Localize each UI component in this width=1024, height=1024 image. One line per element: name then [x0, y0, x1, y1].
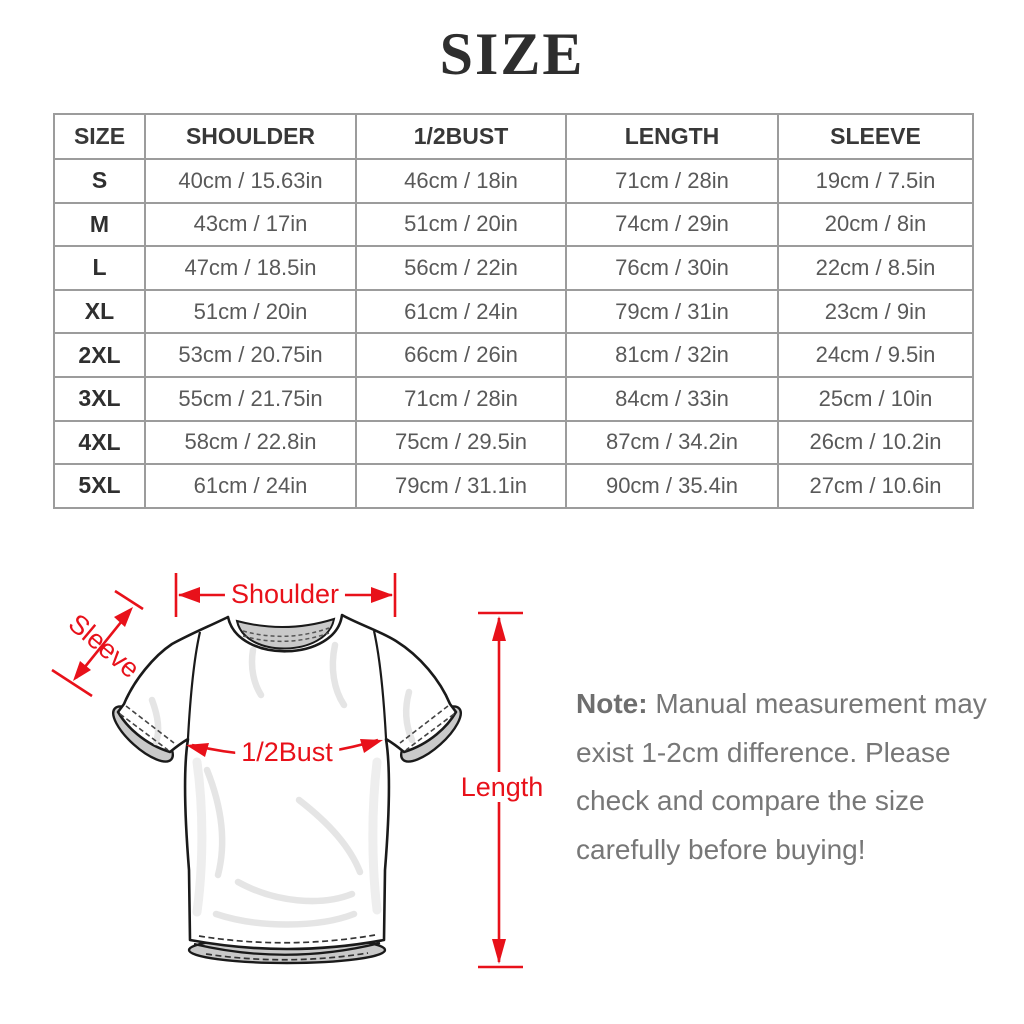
- size-cell: M: [53, 201, 146, 248]
- col-header-bust: 1/2BUST: [355, 113, 567, 160]
- table-row: 4XL 58cm / 22.8in 75cm / 29.5in 87cm / 34.2…: [53, 419, 974, 466]
- size-table: SIZE SHOULDER 1/2BUST LENGTH SLEEVE S 40c…: [53, 113, 974, 509]
- header-row: SIZE SHOULDER 1/2BUST LENGTH SLEEVE: [53, 113, 974, 160]
- size-table-header: SIZE SHOULDER 1/2BUST LENGTH SLEEVE: [53, 113, 974, 160]
- col-header-sleeve: SLEEVE: [777, 113, 974, 160]
- table-row: 5XL 61cm / 24in 79cm / 31.1in 90cm / 35.4in…: [53, 463, 974, 509]
- table-row: S 40cm / 15.63in 46cm / 18in 71cm / 28in 19c…: [53, 158, 974, 204]
- bust-arrow-label: 1/2Bust: [235, 737, 339, 767]
- measurement-cell: 58cm / 22.8in: [144, 419, 357, 466]
- size-cell: 4XL: [53, 419, 146, 466]
- size-cell: 2XL: [53, 332, 146, 378]
- measurement-cell: 56cm / 22in: [355, 245, 567, 291]
- measurement-cell: 84cm / 33in: [565, 375, 779, 422]
- page-title: SIZE: [439, 21, 585, 87]
- measurement-arrows: [51, 573, 523, 969]
- measurement-cell: 61cm / 24in: [355, 288, 567, 335]
- measurement-cell: 25cm / 10in: [777, 375, 974, 422]
- sleeve-arrow-label: Sleeve: [62, 607, 146, 685]
- measurement-cell: 46cm / 18in: [355, 158, 567, 204]
- measurement-cell: 74cm / 29in: [565, 201, 779, 248]
- table-row: 2XL 53cm / 20.75in 66cm / 26in 81cm / 32in 2…: [53, 332, 974, 378]
- tshirt-illustration: [112, 613, 462, 965]
- measurement-cell: 90cm / 35.4in: [565, 463, 779, 509]
- measurement-cell: 53cm / 20.75in: [144, 332, 357, 378]
- length-arrow-label: Length: [454, 772, 550, 802]
- measurement-cell: 47cm / 18.5in: [144, 245, 357, 291]
- measurement-cell: 71cm / 28in: [565, 158, 779, 204]
- col-header-shoulder: SHOULDER: [144, 113, 357, 160]
- measurement-cell: 79cm / 31in: [565, 288, 779, 335]
- measurement-cell: 22cm / 8.5in: [777, 245, 974, 291]
- col-header-size: SIZE: [53, 113, 146, 160]
- shoulder-arrow-label: Shoulder: [224, 579, 346, 609]
- measurement-cell: 76cm / 30in: [565, 245, 779, 291]
- measurement-cell: 20cm / 8in: [777, 201, 974, 248]
- size-cell: XL: [53, 288, 146, 335]
- measurement-cell: 61cm / 24in: [144, 463, 357, 509]
- note-text: Note: Manual measurement may exist 1-2cm…: [576, 680, 1002, 874]
- size-cell: L: [53, 245, 146, 291]
- measurement-cell: 66cm / 26in: [355, 332, 567, 378]
- size-cell: 3XL: [53, 375, 146, 422]
- measurement-cell: 27cm / 10.6in: [777, 463, 974, 509]
- table-row: XL 51cm / 20in 61cm / 24in 79cm / 31in 23cm …: [53, 288, 974, 335]
- measurement-cell: 79cm / 31.1in: [355, 463, 567, 509]
- measurement-cell: 81cm / 32in: [565, 332, 779, 378]
- measurement-cell: 19cm / 7.5in: [777, 158, 974, 204]
- measurement-cell: 71cm / 28in: [355, 375, 567, 422]
- table-row: 3XL 55cm / 21.75in 71cm / 28in 84cm / 33in 2…: [53, 375, 974, 422]
- table-row: L 47cm / 18.5in 56cm / 22in 76cm / 30in 22cm…: [53, 245, 974, 291]
- measurement-cell: 43cm / 17in: [144, 201, 357, 248]
- measurement-cell: 26cm / 10.2in: [777, 419, 974, 466]
- measurement-cell: 87cm / 34.2in: [565, 419, 779, 466]
- note-body: Manual measurement may exist 1-2cm diffe…: [576, 688, 987, 865]
- size-cell: 5XL: [53, 463, 146, 509]
- measurement-cell: 55cm / 21.75in: [144, 375, 357, 422]
- measurement-cell: 24cm / 9.5in: [777, 332, 974, 378]
- measurement-cell: 51cm / 20in: [355, 201, 567, 248]
- note-label: Note:: [576, 688, 648, 719]
- measurement-cell: 23cm / 9in: [777, 288, 974, 335]
- measurement-cell: 75cm / 29.5in: [355, 419, 567, 466]
- col-header-length: LENGTH: [565, 113, 779, 160]
- measurement-cell: 40cm / 15.63in: [144, 158, 357, 204]
- measurement-cell: 51cm / 20in: [144, 288, 357, 335]
- table-row: M 43cm / 17in 51cm / 20in 74cm / 29in 20cm /…: [53, 201, 974, 248]
- size-table-body: S 40cm / 15.63in 46cm / 18in 71cm / 28in 19c…: [53, 158, 974, 509]
- size-cell: S: [53, 158, 146, 204]
